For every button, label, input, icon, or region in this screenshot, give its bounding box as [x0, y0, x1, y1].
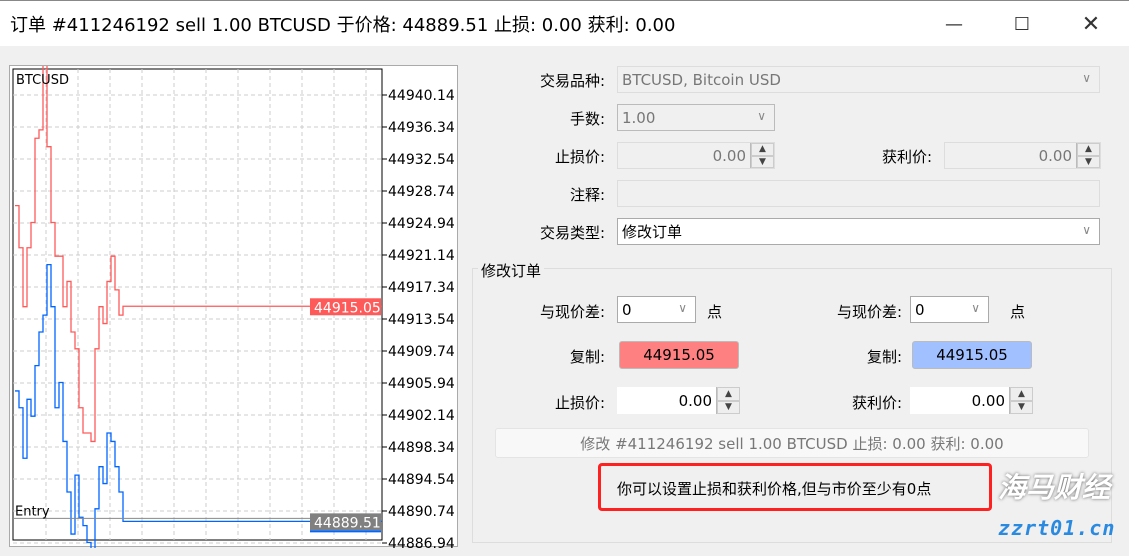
type-value: 修改订单: [622, 223, 683, 241]
type-label: 交易类型:: [539, 224, 605, 242]
volume-value: 1.00: [622, 108, 656, 127]
y-tick-label: 44909.74: [388, 344, 455, 360]
modify-group: [472, 268, 1112, 543]
up-arrow-icon[interactable]: ▲: [1077, 143, 1100, 156]
volume-label: 手数:: [569, 110, 605, 128]
ask-price-label: 44915.05: [314, 300, 381, 316]
minimize-icon[interactable]: —: [945, 13, 963, 35]
sl-diff-label: 与现价差:: [539, 303, 605, 321]
sl-value: 0.00: [712, 146, 746, 165]
y-tick-label: 44928.74: [388, 184, 455, 200]
new-sl-spinner[interactable]: ▲ ▼: [716, 387, 740, 414]
volume-select[interactable]: 1.00 ∨: [617, 104, 775, 131]
comment-label: 注释:: [569, 186, 605, 204]
up-arrow-icon[interactable]: ▲: [1010, 387, 1033, 401]
y-tick-label: 44913.54: [388, 312, 455, 328]
chart-title: BTCUSD: [16, 73, 69, 88]
sl-label: 止损价:: [554, 148, 605, 166]
entry-label: Entry: [15, 504, 50, 519]
new-tp-input[interactable]: 0.00 ▲ ▼: [910, 387, 1033, 414]
up-arrow-icon[interactable]: ▲: [717, 387, 740, 401]
price-chart: 44940.14 44936.34 44932.54 44928.74 44924.94…: [9, 61, 458, 552]
y-tick-label: 44917.34: [388, 280, 455, 296]
tp-value: 0.00: [1038, 146, 1072, 165]
new-tp-spinner[interactable]: ▲ ▼: [1009, 387, 1033, 414]
ask-price-tag: [310, 298, 381, 316]
new-sl-input[interactable]: 0.00 ▲ ▼: [617, 387, 740, 414]
sl-copy-label: 复制:: [569, 348, 605, 366]
bid-price-marker: [310, 530, 381, 533]
y-tick-label: 44924.94: [388, 216, 455, 232]
sl-diff-select[interactable]: 0 ∨: [617, 296, 696, 323]
tp-copy-label: 复制:: [866, 348, 902, 366]
tp-label: 获利价:: [881, 148, 932, 166]
tp-diff-value: 0: [915, 300, 925, 319]
y-tick-label: 44905.94: [388, 376, 455, 392]
symbol-label: 交易品种:: [539, 72, 605, 90]
title-bar: 订单 #411246192 sell 1.00 BTCUSD 于价格: 4488…: [0, 0, 1129, 46]
down-arrow-icon[interactable]: ▼: [1077, 155, 1100, 168]
sl-input[interactable]: 0.00 ▲ ▼: [617, 142, 775, 169]
y-tick-label: 44902.14: [388, 408, 455, 424]
chevron-down-icon: ∨: [1082, 223, 1091, 237]
up-arrow-icon[interactable]: ▲: [751, 143, 774, 156]
watermark-url: zzrt01.cn: [998, 516, 1116, 540]
sl-spinner[interactable]: ▲ ▼: [750, 143, 774, 168]
copy-sl-button[interactable]: 44915.05: [619, 341, 739, 369]
new-tp-label: 获利价:: [851, 394, 902, 412]
entry-price-label: 44889.51: [314, 515, 381, 531]
ask-line: [15, 61, 382, 443]
chevron-down-icon: ∨: [757, 109, 766, 123]
down-arrow-icon[interactable]: ▼: [751, 155, 774, 168]
entry-price-tag: [310, 513, 381, 531]
window-title: 订单 #411246192 sell 1.00 BTCUSD 于价格: 4488…: [10, 15, 676, 36]
y-tick-label: 44890.74: [388, 504, 455, 520]
chevron-down-icon: ∨: [678, 301, 687, 315]
tp-points-label: 点: [1010, 303, 1026, 321]
comment-input[interactable]: [617, 180, 1100, 207]
y-tick-label: 44886.94: [388, 536, 455, 548]
symbol-select[interactable]: BTCUSD, Bitcoin USD ∨: [617, 66, 1100, 93]
sl-points-label: 点: [707, 303, 723, 321]
close-icon[interactable]: ✕: [1081, 11, 1101, 37]
chevron-down-icon: ∨: [971, 301, 980, 315]
y-tick-label: 44898.34: [388, 440, 455, 456]
y-tick-label: 44932.54: [388, 152, 455, 168]
chevron-down-icon: ∨: [1082, 71, 1091, 85]
down-arrow-icon[interactable]: ▼: [1010, 400, 1033, 414]
copy-tp-button[interactable]: 44915.05: [912, 341, 1032, 369]
maximize-icon[interactable]: ☐: [1013, 13, 1031, 35]
symbol-value: BTCUSD, Bitcoin USD: [622, 70, 781, 89]
y-tick-label: 44921.14: [388, 248, 455, 264]
y-tick-label: 44894.54: [388, 472, 455, 488]
tp-diff-select[interactable]: 0 ∨: [910, 296, 989, 323]
tp-diff-label: 与现价差:: [836, 303, 902, 321]
y-tick-label: 44936.34: [388, 120, 455, 136]
type-select[interactable]: 修改订单 ∨: [617, 218, 1100, 245]
hint-text: 你可以设置止损和获利价格,但与市价至少有0点: [598, 463, 992, 511]
tp-input[interactable]: 0.00 ▲ ▼: [944, 142, 1101, 169]
watermark-logo: 海马财经: [998, 471, 1111, 504]
modify-group-title: 修改订单: [478, 260, 545, 281]
y-tick-label: 44940.14: [388, 88, 455, 104]
bid-line: [15, 263, 382, 552]
new-sl-label: 止损价:: [554, 394, 605, 412]
new-sl-value: 0.00: [678, 391, 712, 410]
new-tp-value: 0.00: [971, 391, 1005, 410]
modify-order-button[interactable]: 修改 #411246192 sell 1.00 BTCUSD 止损: 0.00 …: [495, 428, 1089, 458]
chart-svg: 44940.14 44936.34 44932.54 44928.74 44924.94…: [12, 61, 455, 552]
tp-spinner[interactable]: ▲ ▼: [1076, 143, 1100, 168]
sl-diff-value: 0: [622, 300, 632, 319]
down-arrow-icon[interactable]: ▼: [717, 400, 740, 414]
